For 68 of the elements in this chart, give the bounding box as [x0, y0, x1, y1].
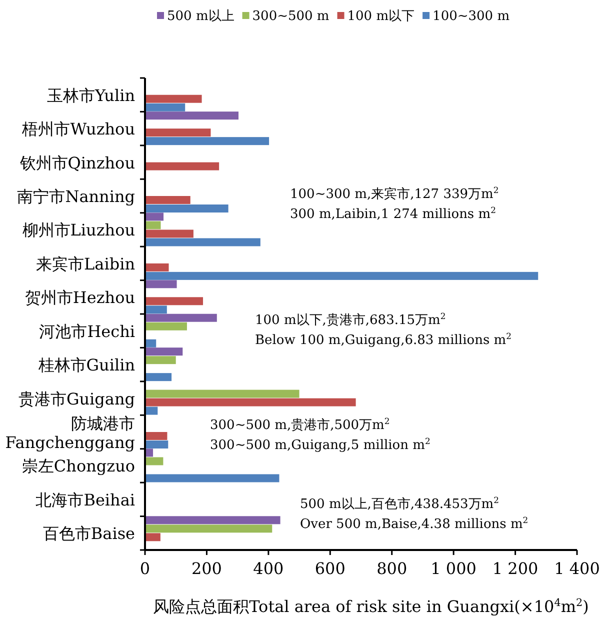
annotation: Below 100 m,Guigang,6.83 millions m$^{2}$ [255, 331, 512, 348]
bar [145, 280, 177, 288]
bar [145, 322, 187, 330]
y-tick-label: 玉林市Yulin [46, 86, 135, 105]
x-tick-label: 800 [376, 559, 408, 578]
bar [145, 196, 190, 204]
legend-label: 100~300 m [432, 9, 510, 24]
bar [145, 314, 217, 322]
annotation: 100 m以下,贵港市,683.15万m$^{2}$ [255, 311, 446, 328]
y-tick-label: 桂林市Guilin [37, 356, 135, 375]
bar [145, 516, 280, 524]
legend-label: 100 m以下 [347, 9, 415, 24]
y-tick-label: 北海市Beihai [36, 490, 135, 510]
bar [145, 297, 204, 306]
y-tick-label: 崇左Chongzuo [22, 456, 135, 476]
y-tick-label: 贺州市Hezhou [24, 288, 135, 308]
y-tick-label: 百色市Baise [42, 524, 135, 544]
bar [145, 112, 238, 120]
x-axis-title: 风险点总面积Total area of risk site in Guangxi(×10$^{4}$m$^{2}$) [153, 597, 589, 616]
y-tick-label: 柳州市Liuzhou [22, 220, 135, 240]
bar [145, 339, 156, 348]
x-tick-label: 1 000 [430, 559, 476, 578]
bar [145, 272, 538, 280]
y-tick-label: 南宁市Nanning [17, 187, 135, 206]
bar [145, 212, 164, 221]
legend-label: 500 m以上 [167, 9, 234, 24]
y-tick-label: 来宾市Laibin [36, 254, 135, 274]
bar [145, 432, 168, 440]
bar [145, 373, 172, 382]
annotation: 300~500 m,Guigang,5 million m$^{2}$ [210, 436, 430, 453]
bar [145, 390, 300, 398]
bar [145, 524, 272, 533]
bar [145, 457, 164, 466]
x-tick-label: 0 [140, 559, 150, 578]
bar [145, 440, 168, 448]
bar [145, 533, 160, 542]
y-tick-label: 河池市Hechi [39, 322, 135, 341]
bar [145, 162, 220, 170]
bar [145, 137, 270, 146]
bar [145, 128, 211, 137]
x-tick-label: 200 [191, 559, 222, 578]
bar [145, 94, 202, 103]
bar [145, 406, 158, 415]
bar [145, 474, 280, 482]
annotation: 300~500 m,贵港市,500万m$^{2}$ [210, 416, 390, 433]
bar [145, 398, 356, 406]
y-tick-label: 梧州市Wuzhou [21, 120, 135, 139]
annotation: 300 m,Laibin,1 274 millions m$^{2}$ [290, 205, 496, 222]
bar [145, 221, 161, 230]
x-tick-label: 1 400 [554, 559, 600, 578]
y-tick-label: 贵港市Guigang [18, 389, 135, 408]
bar [145, 204, 228, 212]
x-tick-label: 600 [314, 559, 346, 578]
y-tick-label: 钦州市Qinzhou [18, 153, 135, 172]
legend-label: 300~500 m [252, 9, 330, 24]
bar [145, 348, 183, 356]
bar [145, 103, 186, 112]
annotation: Over 500 m,Baise,4.38 millions m$^{2}$ [300, 515, 528, 532]
x-tick-label: 400 [253, 559, 284, 578]
bar [145, 306, 167, 314]
bar [145, 356, 176, 364]
x-tick-label: 1 200 [492, 559, 538, 578]
y-tick-label: 防城港市 Fangchenggang [5, 414, 135, 452]
annotation: 500 m以上,百色市,438.453万m$^{2}$ [300, 495, 499, 512]
bar [145, 230, 194, 238]
annotation: 100~300 m,来宾市,127 339万m$^{2}$ [290, 185, 499, 202]
bar [145, 238, 260, 246]
bar [145, 263, 169, 272]
